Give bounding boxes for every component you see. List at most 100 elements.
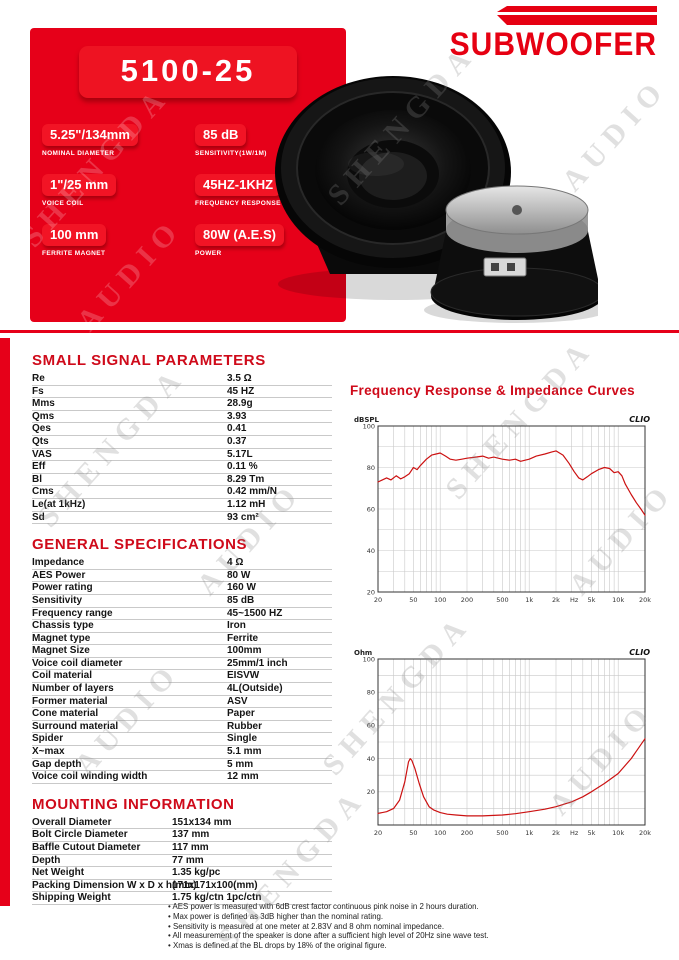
badge-value: 45HZ-1KHZ [195,174,282,196]
spec-label: Baffle Cutout Diameter [32,842,141,853]
footnotes: • AES power is measured with 6dB crest f… [168,902,658,951]
spec-label: Cms [32,486,54,498]
spec-value: 0.11 % [227,461,258,473]
svg-text:100: 100 [434,829,446,837]
spec-label: Coil material [32,670,93,682]
impedance-curve [377,738,646,817]
table-row: Mms 28.9g [32,398,332,411]
table-row: Magnet type Ferrite [32,633,332,646]
spec-value: 5 mm [227,758,254,770]
table-row: Re 3.5 Ω [32,373,332,386]
svg-text:Ohm: Ohm [354,649,372,657]
brand-logo: SUBWOOFER [450,6,657,63]
spec-label: Spider [32,733,64,745]
svg-text:200: 200 [461,596,473,604]
spec-value: 100mm [227,645,262,657]
table-row: Spider Single [32,733,332,747]
logo-stripe-icon [497,15,657,25]
spec-label: Re [32,373,45,384]
general-specs-table: Impedance 4 Ω AES Power 80 W Power rating 160… [32,557,332,784]
spec-label: Qts [32,435,49,447]
spec-value: Ferrite [227,632,259,644]
svg-text:5k: 5k [587,829,595,837]
svg-text:40: 40 [367,547,375,555]
spec-value: 45~1500 HZ [227,607,283,619]
spec-value: 80 W [227,569,251,581]
svg-text:60: 60 [367,722,375,730]
spec-value: 1.75 kg/ctn 1pc/ctn [172,892,262,904]
spec-label: Packing Dimension W x D x h(mm) [32,879,197,891]
spec-value: 12 mm [227,771,259,783]
table-row: Fs 45 HZ [32,386,332,399]
spec-value: 8.29 Tm [227,473,265,485]
spec-value: 1.35 kg/pc [172,867,221,879]
table-row: Baffle Cutout Diameter 117 mm [32,842,332,855]
svg-text:80: 80 [367,464,375,472]
table-row: Net Weight 1.35 kg/pc [32,867,332,880]
spec-label: Power rating [32,582,93,594]
spec-value: Iron [227,620,246,632]
spec-value: 5.1 mm [227,746,262,758]
svg-text:60: 60 [367,505,375,513]
spec-value: 171x171x100(mm) [172,879,258,891]
badge-value: 80W (A.E.S) [195,224,284,246]
spec-label: AES Power [32,569,86,581]
svg-text:CLIO: CLIO [629,648,650,657]
table-row: Cms 0.42 mm/N [32,486,332,499]
spec-label: Sensitivity [32,594,83,606]
spec-badge: 85 dB SENSITIVITY(1W/1M) [195,124,340,157]
table-row: Bolt Circle Diameter 137 mm [32,829,332,842]
left-accent-bar [0,338,10,906]
svg-text:40: 40 [367,755,375,763]
spec-value: 0.41 [227,423,247,435]
header: SUBWOOFER 5100-25 5.25"/134mm NOMINAL DIA… [0,0,679,330]
table-row: AES Power 80 W [32,570,332,583]
spec-value: 4L(Outside) [227,683,283,695]
spec-label: Qms [32,410,55,422]
specs-column: SMALL SIGNAL PARAMETERS Re 3.5 Ω Fs 45 HZ Mm… [32,352,332,905]
spec-value: 3.5 Ω [227,373,252,384]
charts-column: Frequency Response & Impedance Curves 10… [346,340,662,842]
table-row: Eff 0.11 % [32,461,332,474]
svg-text:20: 20 [367,588,375,596]
svg-text:50: 50 [409,829,417,837]
table-row: Coil material EISVW [32,670,332,684]
table-row: Sd 93 cm² [32,512,332,525]
svg-text:2k: 2k [552,829,560,837]
spec-value: 93 cm² [227,511,259,523]
table-row: Sensitivity 85 dB [32,595,332,608]
spec-label: Surround material [32,720,119,732]
spec-label: Depth [32,854,61,866]
footnote: • Xmas is defined at the BL drops by 18%… [168,941,387,951]
spec-label: Bolt Circle Diameter [32,829,128,841]
model-number: 5100-25 [79,46,297,98]
badge-label: SENSITIVITY(1W/1M) [195,150,267,157]
table-row: Voice coil winding width 12 mm [32,771,332,784]
svg-text:100: 100 [363,655,375,663]
svg-text:20k: 20k [639,829,651,837]
spec-value: Single [227,733,258,745]
footnote: • AES power is measured with 6dB crest f… [168,902,479,911]
spec-label: Impedance [32,557,85,569]
spec-label: Shipping Weight [32,892,111,904]
section-title-small-signal: SMALL SIGNAL PARAMETERS [32,352,266,369]
table-row: Le(at 1kHz) 1.12 mH [32,499,332,512]
spec-value: 117 mm [172,842,209,853]
spec-value: 4 Ω [227,557,244,569]
svg-text:10k: 10k [612,829,624,837]
spec-value: 1.12 mH [227,498,266,510]
badge-label: FREQUENCY RESPONSE [195,200,281,207]
svg-text:10k: 10k [612,596,624,604]
table-row: Gap depth 5 mm [32,759,332,772]
badge-label: VOICE COIL [42,200,84,207]
badge-value: 1"/25 mm [42,174,117,196]
spec-value: ASV [227,695,248,707]
badge-label: NOMINAL DIAMETER [42,150,115,157]
spec-value: 151x134 mm [172,816,232,828]
spec-badge: 45HZ-1KHZ FREQUENCY RESPONSE [195,174,340,207]
spec-value: 0.42 mm/N [227,486,278,498]
svg-text:20: 20 [374,596,382,604]
svg-text:100: 100 [363,422,375,430]
